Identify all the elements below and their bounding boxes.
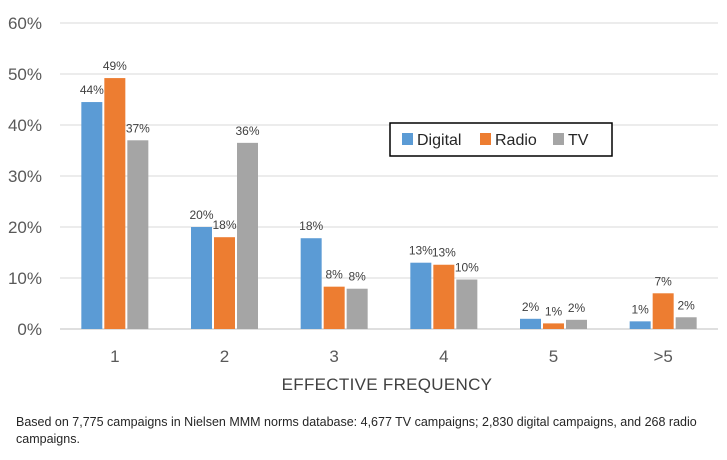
data-label-tv-2: 36%: [235, 124, 259, 138]
data-label-tv-3: 8%: [348, 270, 366, 284]
bar-tv-2: [237, 142, 258, 329]
data-label-radio-1: 49%: [103, 59, 127, 73]
y-tick-label: 0%: [17, 320, 42, 339]
bar-digital-4: [410, 262, 432, 329]
y-tick-label: 60%: [8, 14, 42, 33]
x-tick-label: 2: [220, 347, 229, 366]
bar-tv-1: [127, 140, 149, 329]
gridlines: [60, 22, 718, 330]
data-labels: 44%49%37%20%18%36%18%8% 8%13%13%10%2% 1% 2%…: [80, 59, 695, 318]
data-label-digital-1: 44%: [80, 83, 104, 97]
data-label-digital-6: 1%: [631, 302, 649, 316]
bar-radio-3: [323, 286, 345, 329]
data-label-radio-4: 13%: [432, 246, 456, 260]
data-label-radio-6: 7%: [654, 274, 672, 288]
bars: [81, 78, 697, 329]
data-label-radio-2: 18%: [212, 218, 236, 232]
bar-radio-4: [433, 264, 455, 329]
y-tick-label: 50%: [8, 65, 42, 84]
y-tick-label: 10%: [8, 269, 42, 288]
legend-label-tv: TV: [568, 132, 589, 149]
legend-swatch-tv: [553, 133, 564, 145]
legend-label-radio: Radio: [495, 132, 537, 149]
data-label-tv-4: 10%: [455, 261, 479, 275]
x-axis-title: EFFECTIVE FREQUENCY: [282, 375, 493, 394]
bar-digital-6: [629, 321, 651, 329]
x-axis-ticks: 1 2 3 4 5 >5: [110, 347, 673, 366]
bar-digital-2: [191, 227, 212, 329]
x-tick-label: 3: [329, 347, 338, 366]
data-label-digital-4: 13%: [409, 244, 433, 258]
bar-digital-5: [520, 318, 541, 329]
y-tick-label: 30%: [8, 167, 42, 186]
legend-box: [389, 122, 613, 157]
effective-frequency-chart: 0%10%20%30%40%50%60% 44%49%37%20%18%36%1…: [8, 14, 718, 394]
legend-swatch-digital: [402, 133, 413, 145]
data-label-radio-3: 8%: [325, 268, 343, 282]
legend: Digital Radio TV: [389, 122, 613, 157]
data-label-digital-2: 20%: [189, 208, 213, 222]
data-label-tv-1: 37%: [126, 121, 150, 135]
footnote: Based on 7,775 campaigns in Nielsen MMM …: [16, 415, 697, 446]
data-label-digital-5: 2%: [522, 300, 540, 314]
bar-radio-5: [543, 323, 564, 329]
bar-radio-1: [104, 78, 126, 329]
data-label-digital-3: 18%: [299, 219, 323, 233]
bar-digital-1: [81, 102, 103, 329]
bar-radio-6: [652, 293, 674, 329]
bar-tv-4: [456, 279, 478, 329]
y-tick-label: 20%: [8, 218, 42, 237]
bar-radio-2: [214, 237, 235, 329]
x-tick-label: >5: [653, 347, 672, 366]
bar-tv-6: [675, 317, 697, 329]
bar-digital-3: [300, 238, 322, 329]
data-label-tv-6: 2%: [677, 298, 695, 312]
y-tick-label: 40%: [8, 116, 42, 135]
legend-label-digital: Digital: [417, 132, 461, 149]
x-tick-label: 1: [110, 347, 119, 366]
bar-tv-5: [566, 319, 587, 329]
data-label-radio-5: 1%: [545, 304, 563, 318]
x-tick-label: 4: [439, 347, 448, 366]
data-label-tv-5: 2%: [568, 301, 586, 315]
x-tick-label: 5: [549, 347, 558, 366]
legend-swatch-radio: [480, 133, 491, 145]
y-axis-ticks: 0% 10% 20% 30% 40% 50% 60%: [8, 14, 42, 339]
bar-tv-3: [346, 288, 368, 329]
